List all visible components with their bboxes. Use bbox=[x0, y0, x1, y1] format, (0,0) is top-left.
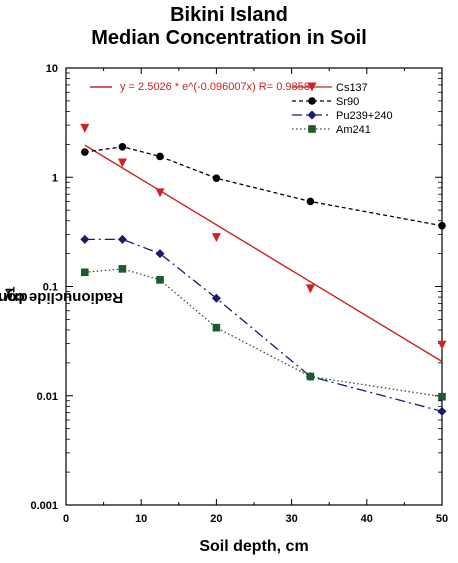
data-point-am241 bbox=[212, 323, 221, 332]
x-tick-label: 50 bbox=[436, 513, 448, 525]
y-tick-label: 0.1 bbox=[43, 282, 58, 294]
legend-label-pu239-240: Pu239+240 bbox=[336, 110, 393, 122]
chart-subtitle: Median Concentration in Soil bbox=[91, 27, 367, 49]
data-point-sr90 bbox=[306, 197, 315, 206]
data-point-sr90 bbox=[438, 221, 446, 230]
legend-marker-pu239-240 bbox=[307, 110, 317, 120]
data-point-sr90 bbox=[156, 152, 164, 161]
data-point-am241 bbox=[438, 392, 446, 401]
x-tick-label: 40 bbox=[361, 513, 373, 525]
series-am241 bbox=[81, 265, 446, 401]
fit-line bbox=[84, 144, 443, 363]
series-cs137 bbox=[80, 123, 447, 350]
x-tick-label: 20 bbox=[210, 513, 222, 525]
y-tick-label: 10 bbox=[46, 63, 58, 75]
series-sr90 bbox=[81, 142, 446, 230]
legend-label-cs137: Cs137 bbox=[336, 82, 368, 94]
legend-marker-am241 bbox=[308, 125, 316, 133]
data-point-pu239-240 bbox=[155, 249, 165, 259]
series-pu239-240 bbox=[80, 234, 447, 416]
x-axis-label: Soil depth, cm bbox=[199, 538, 309, 555]
data-point-sr90 bbox=[118, 142, 127, 151]
y-tick-label: 0.01 bbox=[37, 391, 58, 403]
data-point-pu239-240 bbox=[80, 234, 90, 244]
data-point-pu239-240 bbox=[437, 406, 447, 416]
x-tick-label: 10 bbox=[135, 513, 147, 525]
y-tick-label: 1 bbox=[52, 172, 58, 184]
data-point-cs137 bbox=[117, 158, 127, 168]
series-group bbox=[80, 123, 447, 416]
chart-title: Bikini Island bbox=[170, 4, 288, 26]
data-point-sr90 bbox=[212, 174, 221, 183]
legend-marker-sr90 bbox=[308, 97, 316, 105]
legend-marker-cs137 bbox=[307, 82, 317, 92]
data-point-pu239-240 bbox=[117, 234, 127, 244]
legend-label-sr90: Sr90 bbox=[336, 96, 359, 108]
data-point-cs137 bbox=[211, 233, 221, 243]
data-point-am241 bbox=[306, 372, 315, 381]
legend-label-am241: Am241 bbox=[336, 124, 371, 136]
y-tick-label: 0.001 bbox=[30, 500, 58, 512]
series-line-sr90 bbox=[84, 146, 443, 227]
data-point-am241 bbox=[81, 268, 89, 277]
data-point-cs137 bbox=[305, 284, 315, 294]
data-point-am241 bbox=[156, 276, 164, 284]
data-point-sr90 bbox=[81, 148, 89, 156]
x-tick-label: 30 bbox=[285, 513, 297, 525]
legend: y = 2.5026 * e^(-0.096007x) R= 0.98587 Cs… bbox=[90, 81, 393, 136]
fit-line-group bbox=[84, 144, 443, 363]
fit-equation-label: y = 2.5026 * e^(-0.096007x) R= 0.98587 bbox=[120, 81, 316, 93]
data-point-cs137 bbox=[437, 340, 447, 350]
plot-frame bbox=[65, 67, 443, 506]
series-line-am241 bbox=[84, 268, 443, 398]
data-point-pu239-240 bbox=[211, 293, 221, 303]
data-point-cs137 bbox=[155, 188, 165, 198]
series-line-pu239-240 bbox=[84, 238, 443, 412]
axis-ticks: 0 10 20 30 40 50 0.001 0.01 0.1 1 10 bbox=[30, 63, 448, 525]
x-tick-label: 0 bbox=[63, 513, 69, 525]
data-point-cs137 bbox=[80, 123, 90, 133]
data-point-am241 bbox=[118, 265, 127, 273]
